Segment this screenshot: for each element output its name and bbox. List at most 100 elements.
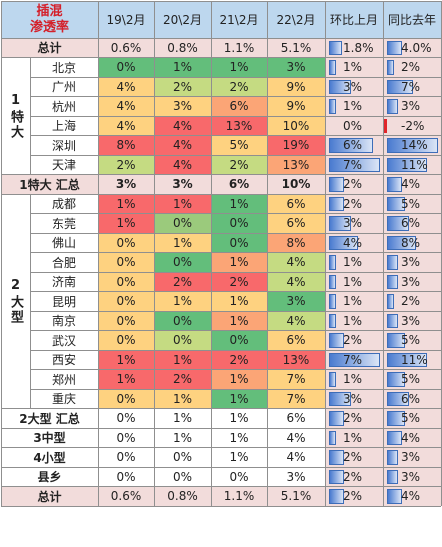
- value-cell: 1%: [154, 350, 211, 370]
- row-label: 天津: [30, 155, 98, 175]
- value-cell: 0.6%: [98, 38, 154, 58]
- grid-line: [29, 194, 31, 409]
- value-cell: 6%: [267, 330, 325, 350]
- value-cell: 0%: [98, 291, 154, 311]
- mom-value: 1%: [343, 372, 363, 387]
- row-label: 重庆: [30, 389, 98, 409]
- value-cell: 1%: [211, 291, 267, 311]
- mom-value: 2%: [343, 411, 363, 426]
- yoy-value: 14%: [401, 138, 428, 153]
- value-cell: 2%: [211, 272, 267, 292]
- value-cell: 1%: [98, 369, 154, 389]
- grid-line: [153, 1, 155, 506]
- yoy-data-bar: [387, 450, 398, 465]
- mom-data-bar: [329, 274, 337, 289]
- value-cell: 13%: [211, 116, 267, 136]
- mom-data-bar: [329, 489, 344, 504]
- value-cell: 2%: [98, 155, 154, 175]
- value-cell: 4%: [267, 272, 325, 292]
- value-cell: 5.1%: [267, 38, 325, 58]
- mom-cell: [325, 311, 383, 331]
- value-cell: 13%: [267, 155, 325, 175]
- yoy-data-bar: [387, 333, 406, 348]
- value-cell: 0%: [98, 252, 154, 272]
- yoy-value: 5%: [401, 411, 421, 426]
- value-cell: 6%: [267, 213, 325, 233]
- yoy-data-bar: [387, 40, 402, 55]
- mom-value: 1%: [343, 430, 363, 445]
- grid-line: [1, 37, 441, 39]
- mom-data-bar: [329, 138, 373, 153]
- mom-data-bar: [329, 40, 343, 55]
- row-label: 4小型: [1, 447, 98, 467]
- grid-line: [30, 115, 441, 117]
- value-cell: 0.6%: [98, 486, 154, 506]
- row-label: 上海: [30, 116, 98, 136]
- value-cell: 1%: [211, 428, 267, 448]
- value-cell: 6%: [267, 408, 325, 428]
- grid-line: [382, 1, 384, 506]
- value-cell: 4%: [98, 116, 154, 136]
- grid-line: [30, 310, 441, 312]
- header-title-cell: 插混 渗透率: [1, 1, 98, 38]
- value-cell: 4%: [267, 252, 325, 272]
- value-cell: 10%: [267, 116, 325, 136]
- yoy-value: 3%: [401, 313, 421, 328]
- row-label: 武汉: [30, 330, 98, 350]
- column-header: 环比上月: [325, 1, 383, 38]
- mom-value: 1%: [343, 99, 363, 114]
- header-title-line1: 插混: [36, 3, 63, 19]
- mom-data-bar: [329, 372, 337, 387]
- mom-value: 2%: [343, 469, 363, 484]
- mom-value: 2%: [343, 450, 363, 465]
- row-label: 昆明: [30, 291, 98, 311]
- yoy-value: 6%: [401, 391, 421, 406]
- yoy-value: 6%: [401, 216, 421, 231]
- yoy-value: -2%: [401, 118, 425, 133]
- value-cell: 1%: [211, 447, 267, 467]
- mom-data-bar: [329, 235, 359, 250]
- value-cell: 3%: [98, 174, 154, 194]
- row-label: 杭州: [30, 96, 98, 116]
- row-label: 3中型: [1, 428, 98, 448]
- value-cell: 0%: [211, 213, 267, 233]
- value-cell: 2%: [211, 155, 267, 175]
- value-cell: 1%: [211, 194, 267, 214]
- value-cell: 1%: [154, 291, 211, 311]
- grid-line: [30, 388, 441, 390]
- grid-line: [0, 1, 2, 506]
- value-cell: 8%: [267, 233, 325, 253]
- value-cell: 6%: [211, 96, 267, 116]
- row-label: 2大型 汇总: [1, 408, 98, 428]
- grid-line: [324, 1, 326, 506]
- yoy-value: 2%: [401, 60, 421, 75]
- value-cell: 0%: [154, 252, 211, 272]
- mom-value: 2%: [343, 333, 363, 348]
- mom-data-bar: [329, 79, 351, 94]
- yoy-value: 3%: [401, 450, 421, 465]
- value-cell: 2%: [211, 350, 267, 370]
- value-cell: 1%: [154, 389, 211, 409]
- value-cell: 1%: [154, 408, 211, 428]
- yoy-value: 3%: [401, 469, 421, 484]
- grid-line: [29, 57, 31, 175]
- mom-value: 2%: [343, 196, 363, 211]
- column-header: 21\2月: [211, 1, 267, 38]
- value-cell: 2%: [154, 369, 211, 389]
- row-label: 佛山: [30, 233, 98, 253]
- value-cell: 0%: [211, 233, 267, 253]
- value-cell: 1%: [154, 194, 211, 214]
- row-label: 县乡: [1, 467, 98, 487]
- grid-line: [30, 369, 441, 370]
- value-cell: 0%: [154, 447, 211, 467]
- value-cell: 1%: [211, 57, 267, 77]
- value-cell: 6%: [211, 174, 267, 194]
- value-cell: 1%: [98, 194, 154, 214]
- grid-line: [97, 1, 99, 506]
- value-cell: 1%: [211, 408, 267, 428]
- yoy-value: 3%: [401, 255, 421, 270]
- value-cell: 8%: [98, 135, 154, 155]
- row-label: 1特大 汇总: [1, 174, 98, 194]
- grid-line: [1, 408, 441, 409]
